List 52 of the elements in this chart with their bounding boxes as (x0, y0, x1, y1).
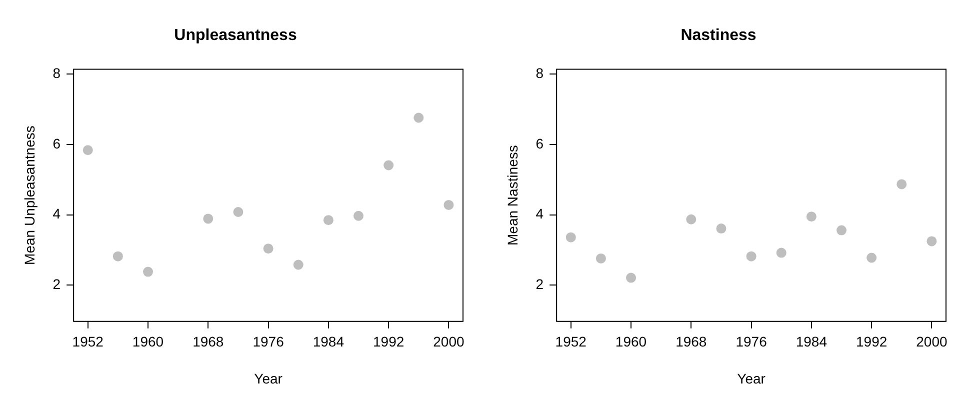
x-tick-label: 2000 (433, 334, 464, 350)
y-axis-title: Mean Nastiness (504, 145, 520, 246)
y-tick-label: 2 (536, 276, 544, 292)
point (263, 244, 274, 254)
x-tick-label: 1952 (555, 334, 587, 350)
y-tick-label: 8 (52, 64, 61, 81)
point (716, 224, 726, 234)
point (926, 236, 937, 246)
x-axis-title: Year (737, 370, 766, 386)
x-tick-label: 1984 (796, 334, 828, 350)
x-tick-label: 1968 (676, 334, 707, 350)
point (866, 252, 877, 263)
x-tick-label: 1976 (736, 334, 768, 350)
point (203, 214, 214, 224)
point (626, 272, 636, 283)
y-tick-label: 2 (52, 276, 61, 292)
point (746, 251, 756, 262)
point (776, 248, 786, 258)
point (414, 112, 424, 123)
point (806, 212, 816, 222)
x-tick-label: 2000 (916, 334, 948, 350)
point (143, 266, 154, 277)
point (354, 210, 364, 221)
point (293, 260, 304, 270)
y-tick-label: 4 (52, 206, 61, 222)
x-axis-title: Year (254, 370, 283, 386)
x-tick-label: 1992 (856, 334, 888, 350)
point (444, 200, 454, 210)
point (686, 214, 696, 224)
point (384, 160, 394, 170)
x-tick-label: 1960 (615, 334, 647, 350)
point (112, 251, 123, 262)
point (82, 145, 93, 156)
point (896, 179, 907, 190)
x-tick-label: 1960 (132, 334, 164, 350)
y-axis-title: Mean Unpleasantness (21, 126, 38, 265)
x-tick-label: 1992 (372, 334, 404, 350)
x-tick-label: 1984 (312, 334, 344, 350)
x-tick-label: 1952 (72, 334, 104, 350)
point (323, 215, 334, 226)
point (596, 253, 606, 264)
y-tick-label: 4 (536, 206, 544, 222)
y-tick-label: 8 (536, 64, 544, 81)
x-tick-label: 1968 (192, 334, 224, 350)
point (566, 232, 576, 242)
point (233, 207, 244, 218)
y-tick-label: 6 (52, 135, 61, 152)
chart-title: Nastiness (680, 27, 756, 44)
point (836, 225, 847, 236)
chart-title: Unpleasantness (174, 27, 297, 44)
x-tick-label: 1976 (252, 334, 284, 350)
y-tick-label: 6 (536, 135, 544, 152)
